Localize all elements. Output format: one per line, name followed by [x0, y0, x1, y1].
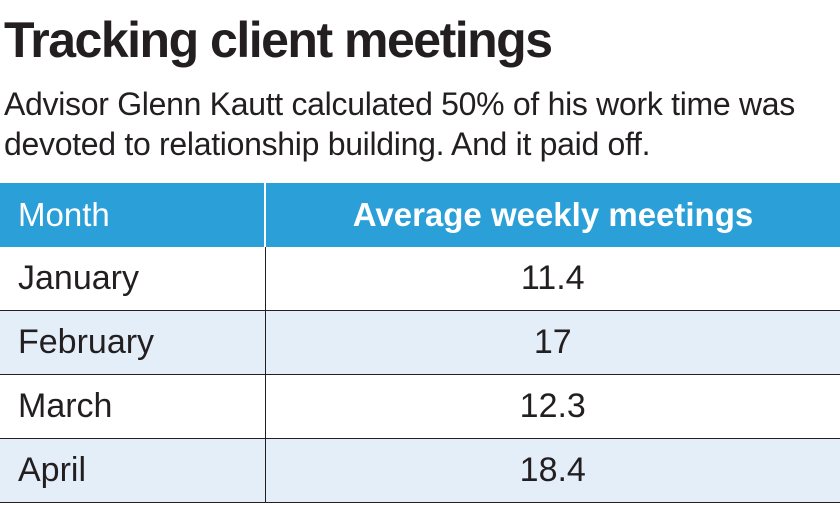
chart-subtitle: Advisor Glenn Kautt calculated 50% of hi… [4, 86, 795, 162]
table-row: April 18.4 [0, 438, 840, 503]
month-cell: March [0, 374, 266, 439]
month-cell: February [0, 310, 266, 375]
table-row: February 17 [0, 310, 840, 375]
value-cell: 11.4 [265, 247, 840, 311]
chart-title: Tracking client meetings [4, 12, 553, 68]
meetings-table: Month Average weekly meetings January 11… [0, 183, 840, 503]
column-header-average-weekly-meetings: Average weekly meetings [265, 183, 840, 247]
value-cell: 12.3 [265, 374, 840, 439]
column-header-month: Month [0, 183, 266, 247]
table-row: January 11.4 [0, 247, 840, 311]
month-cell: April [0, 438, 266, 503]
month-cell: January [0, 247, 266, 311]
table-row: March 12.3 [0, 374, 840, 439]
value-cell: 18.4 [265, 438, 840, 503]
table-header-row: Month Average weekly meetings [0, 183, 840, 247]
value-cell: 17 [265, 310, 840, 375]
